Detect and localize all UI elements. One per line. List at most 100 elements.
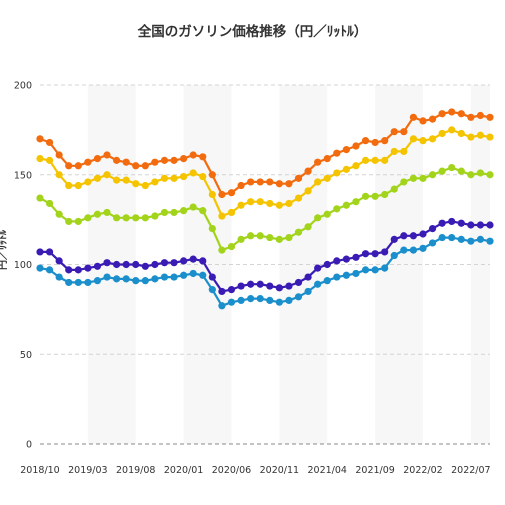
data-point xyxy=(45,138,54,147)
data-point xyxy=(361,250,370,258)
data-point xyxy=(160,273,169,281)
series-4 xyxy=(36,217,494,296)
x-tick-label: 2021/04 xyxy=(307,465,346,476)
data-point xyxy=(227,286,236,294)
data-point xyxy=(247,178,255,186)
data-point xyxy=(132,214,140,222)
data-point xyxy=(189,203,197,211)
data-point xyxy=(448,217,456,226)
series-1 xyxy=(36,108,494,199)
y-tick-labels: 0 50 100 150 200 xyxy=(14,81,32,451)
data-point xyxy=(74,266,82,274)
data-point xyxy=(371,266,379,274)
data-point xyxy=(314,280,322,288)
data-point xyxy=(342,165,350,173)
data-point xyxy=(467,221,475,229)
data-point xyxy=(457,129,465,138)
data-point xyxy=(55,257,63,265)
data-point xyxy=(256,232,264,240)
data-point xyxy=(409,113,418,121)
data-point xyxy=(438,167,446,175)
data-point xyxy=(65,181,73,190)
data-point xyxy=(304,287,312,296)
data-point xyxy=(419,174,427,182)
data-point xyxy=(323,277,331,285)
data-point xyxy=(208,273,216,281)
data-point xyxy=(266,233,274,242)
data-point xyxy=(285,282,293,290)
data-point xyxy=(409,246,418,254)
data-point xyxy=(333,169,341,177)
data-point xyxy=(438,233,446,242)
data-point xyxy=(428,115,437,123)
data-point xyxy=(103,151,111,159)
data-point xyxy=(371,156,379,164)
data-point xyxy=(247,295,255,303)
data-point xyxy=(65,217,73,226)
data-point xyxy=(294,278,303,287)
data-point xyxy=(486,221,494,229)
data-point xyxy=(476,221,485,229)
data-point xyxy=(141,262,149,270)
data-point xyxy=(189,269,197,278)
x-tick-label: 2018/10 xyxy=(20,465,59,476)
data-point xyxy=(103,171,111,179)
data-point xyxy=(151,260,159,269)
y-tick-label: 150 xyxy=(14,170,32,181)
data-point xyxy=(371,192,379,200)
data-point xyxy=(36,154,44,163)
data-point xyxy=(36,264,44,272)
data-point xyxy=(275,201,283,209)
data-point xyxy=(122,260,130,269)
data-point xyxy=(266,199,274,208)
data-point xyxy=(256,295,264,303)
x-tick-label: 2021/09 xyxy=(355,465,394,476)
data-point xyxy=(180,271,188,279)
data-point xyxy=(189,169,197,177)
data-point xyxy=(151,178,159,186)
data-point xyxy=(476,131,485,139)
data-point xyxy=(103,259,111,267)
x-tick-label: 2022/07 xyxy=(451,465,490,476)
data-point xyxy=(170,156,178,164)
data-point xyxy=(314,158,322,166)
data-point xyxy=(74,278,82,287)
data-point xyxy=(74,162,82,170)
data-point xyxy=(352,253,360,261)
data-point xyxy=(266,282,274,290)
data-point xyxy=(218,246,226,254)
data-point xyxy=(45,266,54,274)
data-point xyxy=(208,171,216,179)
data-point xyxy=(400,178,408,186)
data-point xyxy=(285,180,293,188)
data-point xyxy=(275,235,283,243)
data-point xyxy=(381,190,389,199)
data-point xyxy=(256,280,264,288)
x-tick-labels: 2018/10 2019/03 2019/08 2020/01 2020/06 2020/… xyxy=(20,465,490,476)
data-point xyxy=(390,128,398,136)
data-point xyxy=(208,225,216,233)
data-point xyxy=(132,277,140,285)
data-point xyxy=(55,151,63,159)
data-point xyxy=(247,232,255,240)
data-point xyxy=(457,219,465,227)
data-point xyxy=(361,192,370,200)
data-point xyxy=(55,210,63,218)
data-point xyxy=(160,156,169,164)
data-point xyxy=(199,153,207,161)
data-point xyxy=(448,108,456,116)
data-point xyxy=(409,232,418,240)
data-point xyxy=(381,156,389,164)
y-tick-label: 50 xyxy=(20,350,32,361)
data-point xyxy=(352,198,360,206)
data-point xyxy=(304,187,312,195)
data-point xyxy=(361,156,370,164)
data-point xyxy=(199,257,207,265)
data-point xyxy=(409,174,418,182)
data-point xyxy=(400,246,408,254)
data-point xyxy=(84,158,92,166)
data-point xyxy=(45,199,54,208)
data-point xyxy=(74,217,82,226)
x-tick-label: 2020/11 xyxy=(260,465,299,476)
data-point xyxy=(93,210,102,218)
